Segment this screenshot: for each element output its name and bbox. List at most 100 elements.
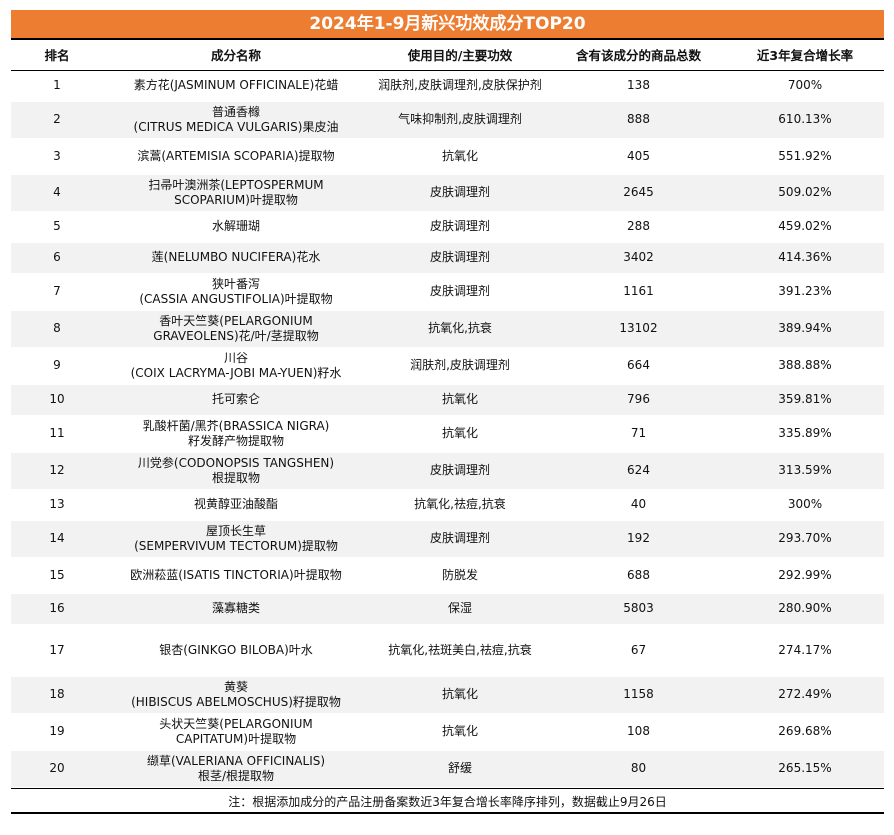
- row-ingredient-name: 狭叶番泻 (CASSIA ANGUSTIFOLIA)叶提取物: [103, 273, 369, 311]
- row-ingredient-name: 视黄醇亚油酸酯: [103, 489, 369, 521]
- row-growth-rate: 509.02%: [726, 174, 884, 212]
- row-ingredient-name: 藻寡糖类: [103, 593, 369, 625]
- table-row: 11 乳酸杆菌/黑芥(BRASSICA NIGRA) 籽发酵产物提取物 抗氧化 71 3…: [11, 415, 884, 453]
- row-product-count: 80: [551, 750, 726, 788]
- row-growth-rate: 280.90%: [726, 593, 884, 625]
- row-ingredient-name: 香叶天竺葵(PELARGONIUM GRAVEOLENS)花/叶/茎提取物: [103, 310, 369, 348]
- row-ingredient-name: 缬草(VALERIANA OFFICINALIS) 根茎/根提取物: [103, 750, 369, 788]
- row-purpose: 抗氧化,祛痘,抗衰: [369, 489, 551, 521]
- row-ingredient-name: 滨蒿(ARTEMISIA SCOPARIA)提取物: [103, 138, 369, 175]
- row-product-count: 288: [551, 211, 726, 243]
- row-purpose: 皮肤调理剂: [369, 452, 551, 490]
- row-purpose: 抗氧化,祛斑美白,祛痘,抗衰: [369, 624, 551, 677]
- row-ingredient-name: 扫帚叶澳洲茶(LEPTOSPERMUM SCOPARIUM)叶提取物: [103, 174, 369, 212]
- row-rank: 16: [11, 593, 103, 625]
- table-row: 2 普通香橼 (CITRUS MEDICA VULGARIS)果皮油 气味抑制剂,皮…: [11, 101, 884, 139]
- header-growth-rate: 近3年复合增长率: [726, 38, 884, 71]
- row-ingredient-name: 托可索仑: [103, 384, 369, 416]
- row-rank: 20: [11, 750, 103, 788]
- header-product-count: 含有该成分的商品总数: [551, 38, 726, 71]
- row-growth-rate: 265.15%: [726, 750, 884, 788]
- row-rank: 5: [11, 211, 103, 243]
- row-rank: 12: [11, 452, 103, 490]
- table-row: 12 川党参(CODONOPSIS TANGSHEN) 根提取物 皮肤调理剂 624 3…: [11, 452, 884, 490]
- row-rank: 1: [11, 70, 103, 102]
- row-rank: 15: [11, 557, 103, 594]
- row-purpose: 抗氧化: [369, 713, 551, 751]
- row-product-count: 1161: [551, 273, 726, 311]
- row-ingredient-name: 屋顶长生草 (SEMPERVIVUM TECTORUM)提取物: [103, 520, 369, 558]
- row-rank: 14: [11, 520, 103, 558]
- row-rank: 17: [11, 624, 103, 677]
- row-growth-rate: 389.94%: [726, 310, 884, 348]
- row-purpose: 皮肤调理剂: [369, 174, 551, 212]
- row-growth-rate: 293.70%: [726, 520, 884, 558]
- header-ingredient-name: 成分名称: [103, 38, 369, 71]
- row-growth-rate: 414.36%: [726, 242, 884, 274]
- table-header-row: 排名 成分名称 使用目的/主要功效 含有该成分的商品总数 近3年复合增长率: [11, 38, 884, 71]
- row-rank: 4: [11, 174, 103, 212]
- row-growth-rate: 459.02%: [726, 211, 884, 243]
- row-rank: 9: [11, 347, 103, 385]
- row-rank: 13: [11, 489, 103, 521]
- row-ingredient-name: 头状天竺葵(PELARGONIUM CAPITATUM)叶提取物: [103, 713, 369, 751]
- row-ingredient-name: 素方花(JASMINUM OFFICINALE)花蜡: [103, 70, 369, 102]
- ingredient-table-container: 2024年1-9月新兴功效成分TOP20 排名 成分名称 使用目的/主要功效 含…: [11, 10, 884, 814]
- table-row: 6 莲(NELUMBO NUCIFERA)花水 皮肤调理剂 3402 414.36%: [11, 242, 884, 274]
- row-product-count: 664: [551, 347, 726, 385]
- table-body: 1 素方花(JASMINUM OFFICINALE)花蜡 润肤剂,皮肤调理剂,皮肤保…: [11, 70, 884, 788]
- row-growth-rate: 610.13%: [726, 101, 884, 139]
- table-title: 2024年1-9月新兴功效成分TOP20: [11, 10, 884, 38]
- row-ingredient-name: 川谷 (COIX LACRYMA-JOBI MA-YUEN)籽水: [103, 347, 369, 385]
- row-ingredient-name: 黄葵 (HIBISCUS ABELMOSCHUS)籽提取物: [103, 676, 369, 714]
- table-row: 20 缬草(VALERIANA OFFICINALIS) 根茎/根提取物 舒缓 80 2…: [11, 750, 884, 788]
- row-product-count: 67: [551, 624, 726, 677]
- row-purpose: 皮肤调理剂: [369, 273, 551, 311]
- row-purpose: 保湿: [369, 593, 551, 625]
- row-purpose: 舒缓: [369, 750, 551, 788]
- row-ingredient-name: 莲(NELUMBO NUCIFERA)花水: [103, 242, 369, 274]
- header-rank: 排名: [11, 38, 103, 71]
- row-purpose: 皮肤调理剂: [369, 520, 551, 558]
- row-growth-rate: 313.59%: [726, 452, 884, 490]
- row-ingredient-name: 乳酸杆菌/黑芥(BRASSICA NIGRA) 籽发酵产物提取物: [103, 415, 369, 453]
- table-row: 17 银杏(GINKGO BILOBA)叶水 抗氧化,祛斑美白,祛痘,抗衰 67 274…: [11, 624, 884, 677]
- row-product-count: 108: [551, 713, 726, 751]
- row-growth-rate: 388.88%: [726, 347, 884, 385]
- row-ingredient-name: 银杏(GINKGO BILOBA)叶水: [103, 624, 369, 677]
- row-rank: 19: [11, 713, 103, 751]
- row-rank: 2: [11, 101, 103, 139]
- row-product-count: 888: [551, 101, 726, 139]
- footnote: 注：根据添加成分的产品注册备案数近3年复合增长率降序排列，数据截止9月26日: [11, 787, 884, 814]
- table-row: 5 水解珊瑚 皮肤调理剂 288 459.02%: [11, 211, 884, 243]
- row-purpose: 润肤剂,皮肤调理剂: [369, 347, 551, 385]
- row-product-count: 2645: [551, 174, 726, 212]
- row-product-count: 3402: [551, 242, 726, 274]
- table-row: 10 托可索仑 抗氧化 796 359.81%: [11, 384, 884, 416]
- table-row: 8 香叶天竺葵(PELARGONIUM GRAVEOLENS)花/叶/茎提取物 抗氧…: [11, 310, 884, 348]
- row-rank: 11: [11, 415, 103, 453]
- row-rank: 10: [11, 384, 103, 416]
- row-ingredient-name: 水解珊瑚: [103, 211, 369, 243]
- row-product-count: 688: [551, 557, 726, 594]
- row-ingredient-name: 普通香橼 (CITRUS MEDICA VULGARIS)果皮油: [103, 101, 369, 139]
- row-product-count: 624: [551, 452, 726, 490]
- row-ingredient-name: 欧洲菘蓝(ISATIS TINCTORIA)叶提取物: [103, 557, 369, 594]
- row-rank: 7: [11, 273, 103, 311]
- table-row: 7 狭叶番泻 (CASSIA ANGUSTIFOLIA)叶提取物 皮肤调理剂 1161…: [11, 273, 884, 311]
- row-product-count: 1158: [551, 676, 726, 714]
- header-purpose: 使用目的/主要功效: [369, 38, 551, 71]
- row-purpose: 抗氧化: [369, 415, 551, 453]
- table-row: 3 滨蒿(ARTEMISIA SCOPARIA)提取物 抗氧化 405 551.92%: [11, 138, 884, 175]
- row-growth-rate: 272.49%: [726, 676, 884, 714]
- row-growth-rate: 269.68%: [726, 713, 884, 751]
- table-row: 13 视黄醇亚油酸酯 抗氧化,祛痘,抗衰 40 300%: [11, 489, 884, 521]
- row-purpose: 抗氧化: [369, 676, 551, 714]
- table-row: 4 扫帚叶澳洲茶(LEPTOSPERMUM SCOPARIUM)叶提取物 皮肤调理剂…: [11, 174, 884, 212]
- row-rank: 6: [11, 242, 103, 274]
- row-product-count: 71: [551, 415, 726, 453]
- row-product-count: 5803: [551, 593, 726, 625]
- row-growth-rate: 700%: [726, 70, 884, 102]
- row-product-count: 796: [551, 384, 726, 416]
- table-row: 18 黄葵 (HIBISCUS ABELMOSCHUS)籽提取物 抗氧化 1158 27…: [11, 676, 884, 714]
